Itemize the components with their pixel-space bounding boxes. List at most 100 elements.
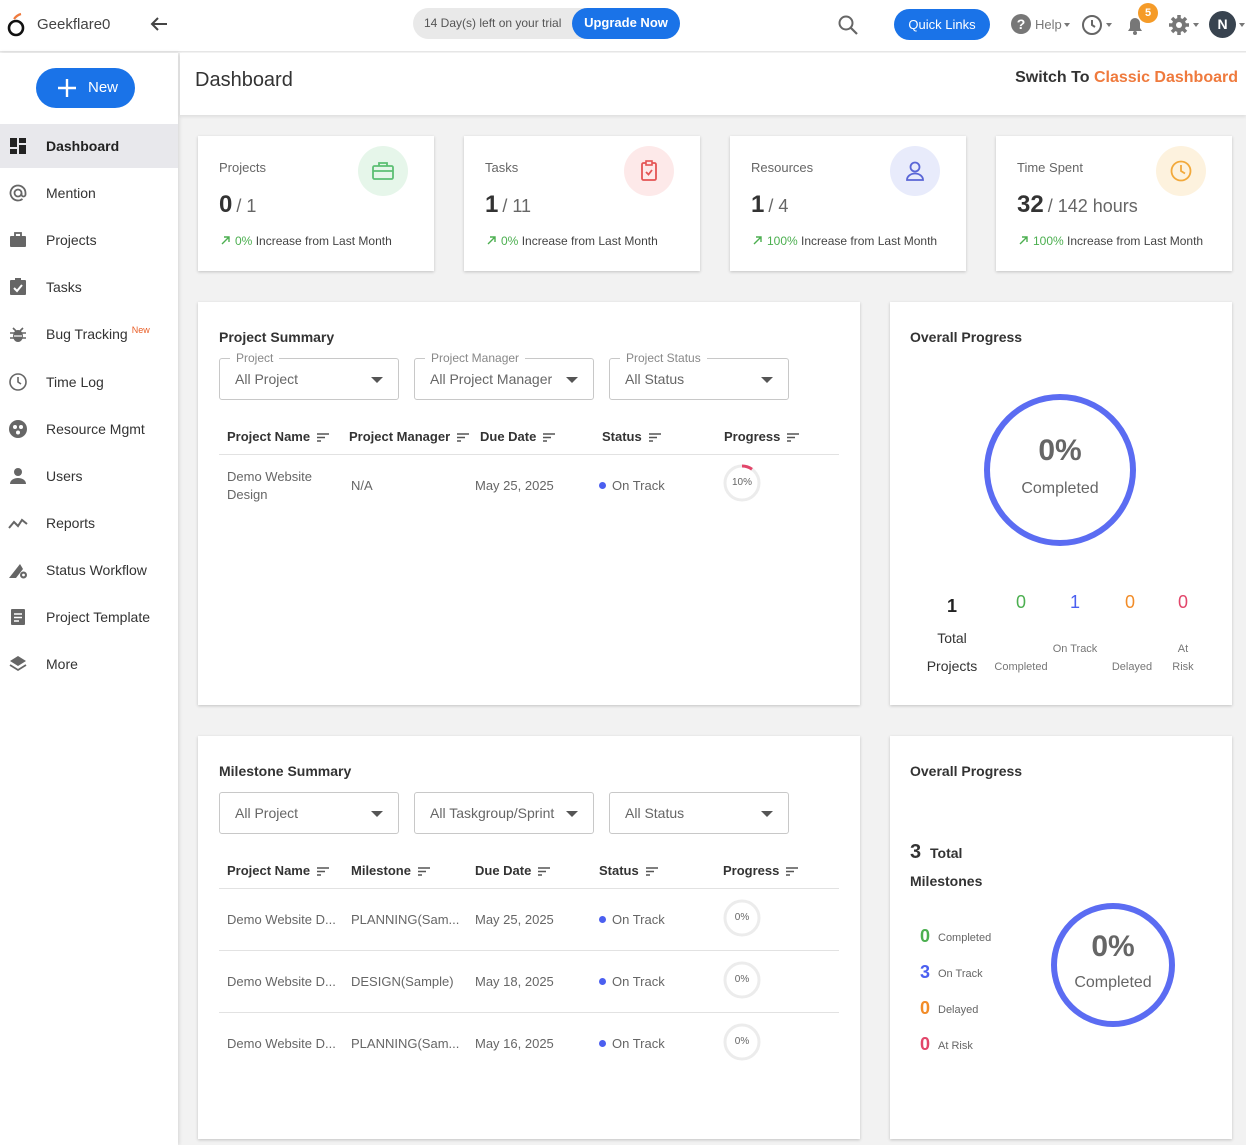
history-icon[interactable]	[1081, 13, 1105, 37]
stat-total: / 4	[768, 196, 789, 216]
column-header[interactable]: Due Date	[480, 429, 556, 444]
table-cell-milestone[interactable]: PLANNING(Sam...	[351, 1036, 460, 1051]
classic-dashboard-link[interactable]: Classic Dashboard	[1093, 69, 1238, 86]
arrow-up-right-icon	[221, 236, 230, 245]
on-track-count: 1	[1069, 592, 1080, 612]
overall-progress-percent: 0%	[1038, 434, 1082, 467]
sidebar-item-reports[interactable]: Reports	[0, 501, 178, 545]
column-header[interactable]: Project Name	[227, 429, 330, 444]
help-label: Help	[1035, 17, 1062, 32]
layers-icon	[9, 656, 27, 672]
help-menu[interactable]: ? Help	[1010, 13, 1070, 37]
sort-icon	[786, 867, 799, 876]
table-cell-project-name[interactable]: Demo Website D...	[227, 912, 336, 927]
stat-change: 0% Increase from Last Month	[487, 234, 658, 248]
sidebar-item-label: Bug Tracking New	[46, 325, 150, 342]
sidebar-item-mention[interactable]: Mention	[0, 171, 178, 215]
sort-icon	[645, 867, 658, 876]
checkbox-icon	[10, 278, 26, 295]
table-cell-project-name[interactable]: Demo Website D...	[227, 1036, 336, 1051]
column-header[interactable]: Status	[602, 429, 661, 444]
sidebar-item-label: Mention	[46, 185, 96, 201]
column-header-label: Milestone	[351, 863, 411, 878]
sidebar-item-label: Status Workflow	[46, 562, 147, 578]
filter-value: All Project	[235, 371, 299, 387]
sidebar-item-projects[interactable]: Projects	[0, 218, 178, 262]
sidebar-item-resource-mgmt[interactable]: Resource Mgmt	[0, 407, 178, 451]
stat-change-text: Increase from Last Month	[255, 234, 392, 248]
completed-count: 0	[1015, 592, 1026, 612]
workflow-icon	[9, 564, 27, 579]
milestone-project-filter[interactable]: All Project	[219, 792, 399, 834]
sort-icon	[417, 867, 430, 876]
workspace-name[interactable]: Geekflare0	[37, 16, 111, 33]
help-icon: ?	[1011, 14, 1031, 34]
bell-icon[interactable]	[1123, 13, 1147, 37]
table-cell-project-name[interactable]: Demo Website D...	[227, 974, 336, 989]
status-dot	[599, 482, 606, 490]
progress-ring-graphic	[723, 899, 761, 937]
search-icon[interactable]	[836, 13, 860, 37]
arrow-back-icon[interactable]	[148, 13, 170, 35]
stat-total: / 11	[502, 196, 532, 216]
sidebar-item-bug-tracking[interactable]: Bug Tracking New	[0, 312, 178, 356]
column-header[interactable]: Milestone	[351, 863, 430, 878]
column-header[interactable]: Due Date	[475, 863, 551, 878]
filter-value: All Status	[625, 371, 685, 387]
person-icon	[906, 161, 924, 181]
switch-dashboard: Switch To Classic Dashboard	[1015, 69, 1238, 87]
column-header[interactable]: Status	[599, 863, 658, 878]
column-header[interactable]: Progress	[723, 863, 799, 878]
progress-ring: 10%	[722, 463, 762, 503]
resource-icon	[9, 420, 27, 438]
milestone-taskgroup-filter[interactable]: All Taskgroup/Sprint	[414, 792, 594, 834]
sidebar-item-tasks[interactable]: Tasks	[0, 265, 178, 309]
stat-change-percent: 100%	[1033, 234, 1064, 248]
total-label-line: Total	[937, 630, 967, 646]
stat-change-text: Increase from Last Month	[801, 234, 938, 248]
sidebar-item-more[interactable]: More	[0, 642, 178, 686]
table-cell-project-name[interactable]: Demo Website Design	[227, 468, 312, 504]
project-manager-filter[interactable]: Project Manager All Project Manager	[414, 351, 594, 400]
stat-label: Tasks	[485, 160, 519, 175]
column-header[interactable]: Project Name	[227, 863, 330, 878]
column-header-label: Progress	[723, 863, 780, 878]
gear-icon[interactable]	[1167, 13, 1191, 37]
milestone-progress-ring: 0% Completed	[1050, 902, 1176, 1028]
column-header[interactable]: Progress	[724, 429, 800, 444]
stat-card-time-spent: Time Spent 32/ 142 hours 100% Increase f…	[996, 136, 1232, 271]
count-label: At Risk	[938, 1040, 973, 1052]
new-button[interactable]: New	[36, 68, 135, 108]
sidebar-item-label: Tasks	[46, 279, 82, 295]
page-title: Dashboard	[195, 69, 293, 91]
stat-card-tasks: Tasks 1/ 11 0% Increase from Last Month	[464, 136, 700, 271]
stat-number: 32	[1017, 191, 1044, 218]
sidebar-item-project-template[interactable]: Project Template	[0, 595, 178, 639]
filter-value: All Project Manager	[430, 371, 553, 387]
trial-text: 14 Day(s) left on your trial	[424, 16, 562, 30]
quick-links-button[interactable]: Quick Links	[894, 9, 990, 40]
on-track-label: On Track	[1052, 643, 1098, 655]
sort-icon	[543, 433, 556, 442]
app-logo-icon[interactable]	[6, 12, 26, 38]
stat-change: 0% Increase from Last Month	[221, 234, 392, 248]
project-filter[interactable]: Project All Project	[219, 351, 399, 400]
table-cell-milestone[interactable]: PLANNING(Sam...	[351, 912, 460, 927]
at-risk-count: 0	[1177, 592, 1188, 612]
table-cell-status: On Track	[599, 911, 665, 929]
clock-icon	[9, 373, 27, 391]
sidebar-item-users[interactable]: Users	[0, 454, 178, 498]
project-status-filter[interactable]: Project Status All Status	[609, 351, 789, 400]
column-header-label: Progress	[724, 429, 781, 444]
total-milestones-count: 3	[910, 841, 922, 863]
sidebar-item-time-log[interactable]: Time Log	[0, 360, 178, 404]
column-header[interactable]: Project Manager	[349, 429, 470, 444]
sidebar-item-status-workflow[interactable]: Status Workflow	[0, 548, 178, 592]
table-cell-milestone[interactable]: DESIGN(Sample)	[351, 974, 454, 989]
overall-progress-ring: 0% Completed	[982, 392, 1138, 548]
upgrade-now-button[interactable]: Upgrade Now	[572, 8, 680, 39]
sidebar-item-dashboard[interactable]: Dashboard	[0, 124, 178, 168]
milestone-status-filter[interactable]: All Status	[609, 792, 789, 834]
user-avatar[interactable]: N	[1209, 11, 1236, 38]
sort-icon	[538, 867, 551, 876]
